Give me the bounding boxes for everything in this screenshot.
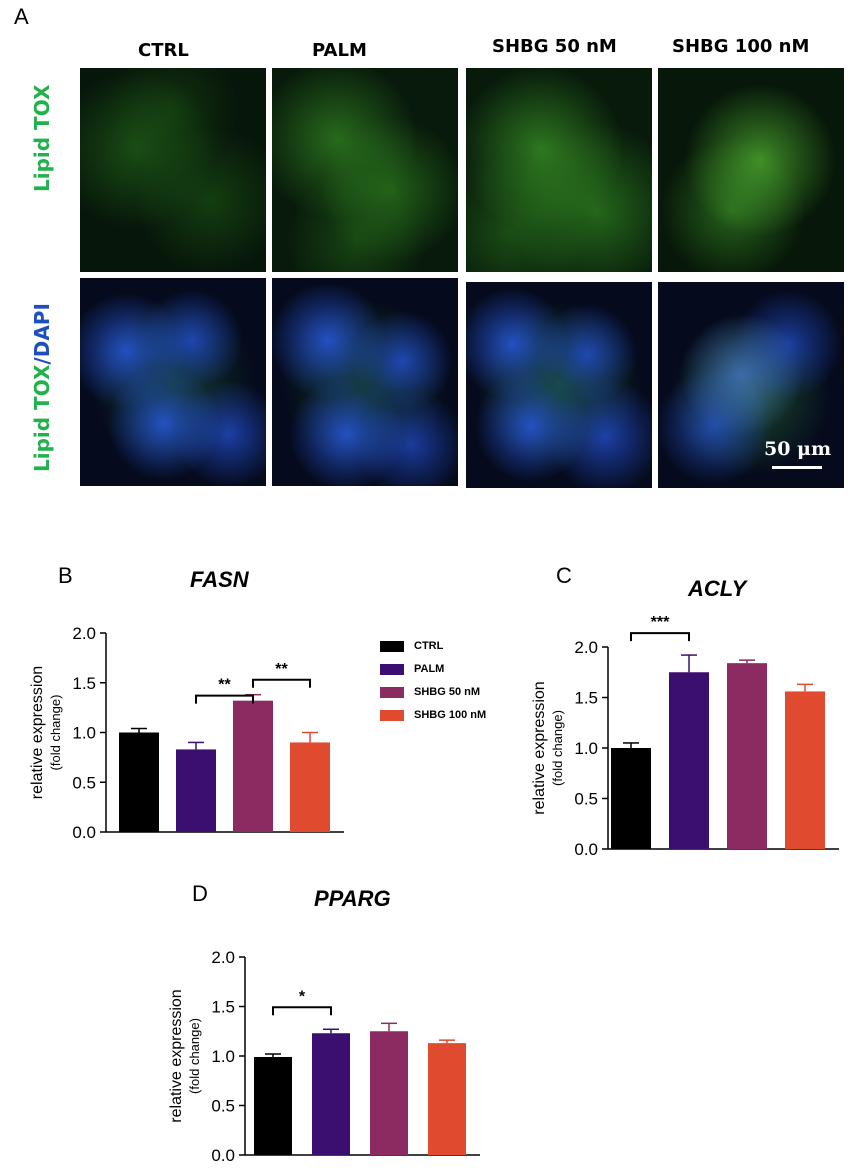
fasn-bar-3 [233, 700, 273, 832]
chart-title-pparg: PPARG [314, 886, 391, 911]
column-title-palm: PALM [312, 40, 367, 61]
acly-significance-bracket [630, 632, 690, 642]
acly-y-tick-label: 0.0 [574, 840, 598, 859]
fasn-y-tick-label: 1.0 [72, 724, 96, 743]
legend-entry-palm: PALM [380, 663, 444, 675]
scale-bar-label: 50 μm [764, 438, 832, 460]
pparg-y-tick-label: 0.0 [211, 1146, 235, 1165]
legend-label-ctrl: CTRL [414, 640, 444, 652]
fasn-y-label: relative expression [29, 666, 46, 799]
micrograph-ctrl-lipidtox [80, 68, 266, 272]
legend-label-shbg100: SHBG 100 nM [414, 709, 487, 721]
column-title-shbg50: SHBG 50 nM [492, 36, 617, 57]
micrograph-shbg100-merge: 50 μm [658, 282, 844, 488]
fasn-significance-bracket [195, 694, 254, 704]
legend-entry-ctrl: CTRL [380, 640, 443, 652]
legend-swatch-ctrl [380, 640, 404, 652]
acly-y-tick-label: 0.5 [574, 790, 598, 809]
acly-significance-label: *** [651, 614, 670, 631]
pparg-bar-3 [370, 1031, 408, 1155]
fasn-bar-2 [176, 749, 216, 832]
acly-y-tick-label: 1.0 [574, 739, 598, 758]
acly-bar-4 [785, 691, 825, 849]
acly-bar-3 [727, 663, 767, 849]
pparg-y-tick-label: 2.0 [211, 948, 235, 967]
acly-y-tick-label: 1.5 [574, 689, 598, 708]
pparg-bar-2 [312, 1033, 350, 1155]
legend-swatch-shbg50 [380, 686, 404, 698]
scale-bar [772, 466, 822, 469]
fasn-y-tick-label: 2.0 [72, 624, 96, 643]
fasn-significance-label: ** [275, 661, 288, 678]
pparg-y-tick-label: 1.5 [211, 998, 235, 1017]
panel-letter-a: A [14, 4, 29, 29]
panel-letter-c: C [556, 563, 572, 588]
micrograph-shbg50-lipidtox [466, 68, 652, 272]
fasn-y-tick-label: 0.5 [72, 773, 96, 792]
acly-y-label: relative expression [531, 681, 548, 814]
pparg-y-tick-label: 1.0 [211, 1047, 235, 1066]
fasn-significance-label: ** [218, 677, 231, 694]
micrograph-shbg50-merge [466, 282, 652, 488]
fasn-bar-4 [290, 742, 330, 832]
legend-label-shbg50: SHBG 50 nM [414, 686, 481, 698]
column-title-ctrl: CTRL [138, 40, 189, 61]
pparg-significance-bracket [272, 1006, 332, 1016]
fasn-y-tick-label: 1.5 [72, 674, 96, 693]
acly-y-tick-label: 2.0 [574, 638, 598, 657]
acly-y-label-2: (fold change) [550, 710, 565, 786]
legend-entry-shbg100: SHBG 100 nM [380, 709, 486, 721]
legend-label-palm: PALM [414, 663, 445, 675]
micrograph-shbg100-lipidtox [658, 68, 844, 272]
micrograph-palm-lipidtox [272, 68, 458, 272]
pparg-bar-1 [254, 1056, 292, 1155]
acly-bar-2 [669, 672, 709, 849]
pparg-y-label-2: (fold change) [187, 1018, 202, 1094]
acly-bar-1 [611, 748, 651, 849]
panel-letter-d: D [192, 881, 208, 906]
micrograph-palm-merge [272, 278, 458, 486]
pparg-y-tick-label: 0.5 [211, 1097, 235, 1116]
fasn-significance-bracket [252, 678, 311, 688]
fasn-y-label-2: (fold change) [48, 695, 63, 771]
pparg-y-label: relative expression [168, 989, 185, 1122]
column-title-shbg100: SHBG 100 nM [672, 36, 810, 57]
chart-title-acly: ACLY [688, 576, 747, 601]
pparg-bar-4 [428, 1043, 466, 1155]
legend-swatch-shbg100 [380, 709, 404, 721]
legend-swatch-palm [380, 663, 404, 675]
micrograph-ctrl-merge [80, 278, 266, 486]
panel-letter-b: B [58, 563, 73, 588]
chart-title-fasn: FASN [190, 567, 249, 592]
pparg-significance-label: * [299, 988, 306, 1005]
legend-entry-shbg50: SHBG 50 nM [380, 686, 480, 698]
fasn-bar-1 [119, 732, 159, 832]
fasn-y-tick-label: 0.0 [72, 823, 96, 842]
